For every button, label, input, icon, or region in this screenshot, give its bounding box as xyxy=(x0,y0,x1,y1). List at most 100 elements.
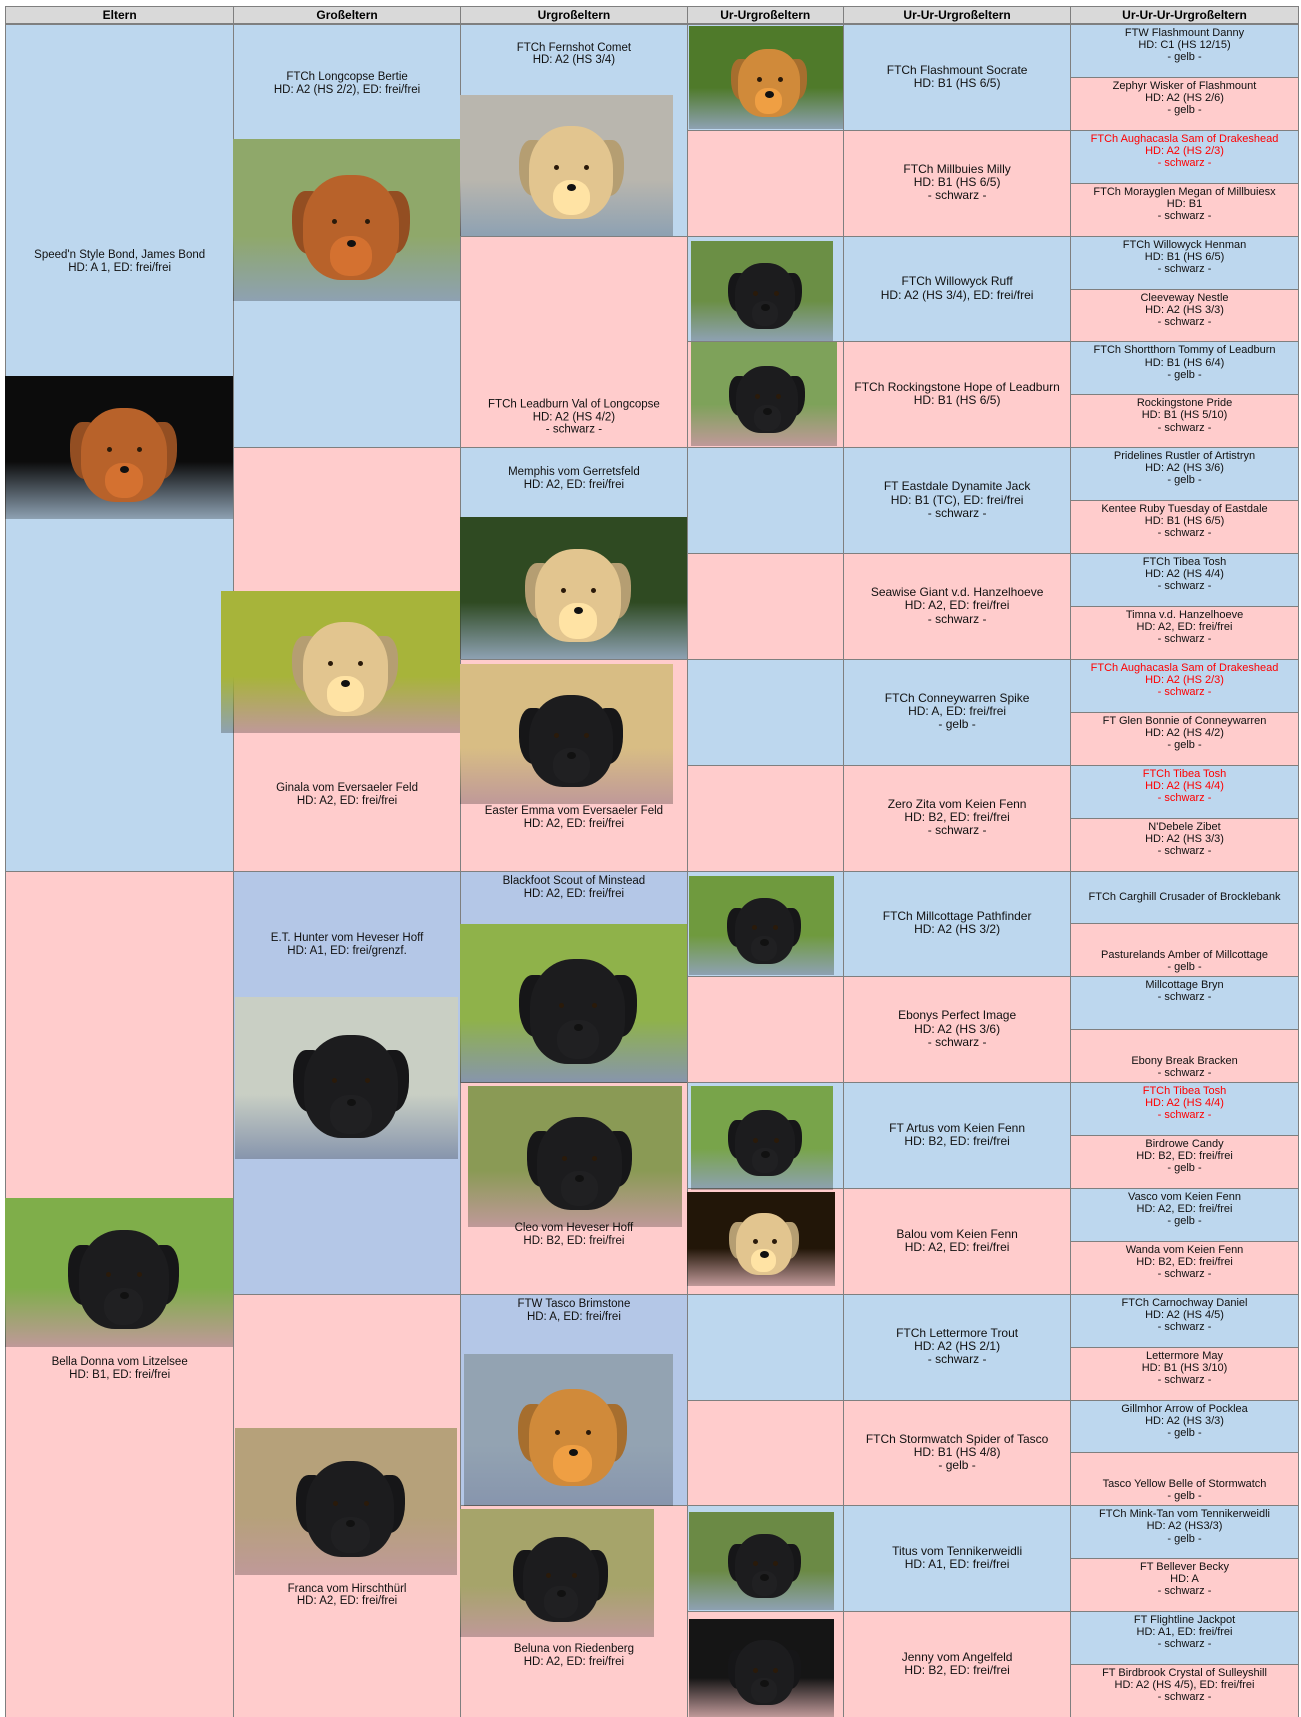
dog-info: - schwarz - xyxy=(1157,209,1212,222)
dog-info: HD: A2 (HS 3/4) xyxy=(532,54,616,67)
dog-name: Blackfoot Scout of Minstead xyxy=(502,875,646,888)
dog-eye xyxy=(558,1002,564,1008)
column-header: Ur-Ur-Urgroßeltern xyxy=(842,6,1072,24)
dog-info: - gelb - xyxy=(1167,1490,1202,1503)
dog-name: Wanda vom Keien Fenn xyxy=(1125,1243,1244,1256)
pedigree-cell xyxy=(1070,1558,1299,1613)
dog-info: HD: A2 (HS3/3) xyxy=(1146,1520,1223,1533)
dog-info: HD: A2, ED: frei/frei xyxy=(1136,621,1233,634)
dog-eye xyxy=(773,1137,779,1143)
dog-name: Beluna von Riedenberg xyxy=(513,1642,635,1655)
dog-nose xyxy=(119,466,129,474)
cell-text: Tasco Yellow Belle of Stormwatch - gelb - xyxy=(1070,1452,1298,1505)
dog-info: HD: B1, ED: frei/frei xyxy=(69,1369,171,1382)
cell-text: Rockingstone Pride HD: B1 (HS 5/10) - schw… xyxy=(1070,394,1298,447)
dog-eye xyxy=(583,165,589,171)
cell-text: FTCh Rockingstone Hope of Leadburn HD: B1… xyxy=(843,341,1071,447)
dog-nose xyxy=(760,1680,770,1688)
pedigree-cell xyxy=(842,129,1072,237)
dog-name: FTCh Lettermore Trout xyxy=(896,1325,1019,1340)
cell-text: Wanda vom Keien Fenn HD: B2, ED: frei/fre… xyxy=(1070,1241,1298,1294)
dog-info: HD: B2, ED: frei/frei xyxy=(1136,1150,1233,1163)
dog-name: Jenny vom Angelfeld xyxy=(901,1649,1013,1664)
dog-name: FTCh Morayglen Megan of Millbuiesx xyxy=(1093,185,1276,198)
dog-info: - schwarz - xyxy=(1157,527,1212,540)
dog-name: FTCh Mink-Tan vom Tennikerweidli xyxy=(1099,1508,1270,1521)
pedigree-cell xyxy=(1070,870,1299,925)
dog-eye xyxy=(752,1137,758,1143)
pedigree-cell xyxy=(1070,76,1299,131)
dog-eye xyxy=(554,733,560,739)
pedigree-cell xyxy=(842,1187,1072,1295)
dog-eye xyxy=(592,1002,598,1008)
dog-info: HD: B2, ED: frei/frei xyxy=(904,810,1010,824)
dog-nose xyxy=(764,90,774,98)
cell-text: Zero Zita vom Keien Fenn HD: B2, ED: frei… xyxy=(843,765,1071,871)
cell-text: Zephyr Wisker of Flashmount HD: A2 (HS 2/… xyxy=(1070,77,1298,130)
cell-text: E.T. Hunter vom Heveser Hoff HD: A1, ED: … xyxy=(233,932,461,958)
cell-text: Vasco vom Keien Fenn HD: A2, ED: frei/fre… xyxy=(1070,1188,1298,1241)
dog-eye xyxy=(332,1078,338,1084)
dog-eye xyxy=(752,1560,758,1566)
dog-eye xyxy=(752,925,758,931)
dog-info: HD: A2 (HS 3/3) xyxy=(1145,1414,1224,1427)
column-header: Ur-Ur-Ur-Urgroßeltern xyxy=(1070,6,1299,24)
dog-info: - schwarz - xyxy=(1157,633,1212,646)
dog-info: HD: B2, ED: frei/frei xyxy=(1136,1255,1233,1268)
pedigree-cell xyxy=(1070,129,1299,184)
dog-name: FTCh Millbuies Milly xyxy=(903,161,1011,176)
dog-nose xyxy=(568,1449,578,1457)
pedigree-cell xyxy=(842,1505,1072,1613)
cell-text: FTCh Willowyck Ruff HD: A2 (HS 3/4), ED: … xyxy=(843,236,1071,342)
cell-text: FTW Flashmount Danny HD: C1 (HS 12/15) - g… xyxy=(1070,24,1298,77)
dog-name: Timna v.d. Hanzelhoeve xyxy=(1125,608,1244,621)
dog-nose xyxy=(347,1098,357,1106)
cell-text: Ebonys Perfect Image HD: A2 (HS 3/6) - sch… xyxy=(843,976,1071,1082)
pedigree-cell xyxy=(1070,605,1299,660)
dog-info: HD: A2 (HS 4/5) xyxy=(1145,1308,1224,1321)
cell-text: Easter Emma vom Eversaeler Feld HD: A2, E… xyxy=(460,805,687,831)
pedigree-cell xyxy=(842,1293,1072,1401)
cell-text: FTCh Tibea Tosh HD: A2 (HS 4/4) - schwarz … xyxy=(1070,1082,1298,1135)
dog-name: FTCh Leadburn Val of Longcopse xyxy=(488,398,660,411)
cell-text: Pasturelands Amber of Millcottage - gelb … xyxy=(1070,923,1298,976)
dog-info: - schwarz - xyxy=(1157,1109,1212,1122)
cell-text: Blackfoot Scout of Minstead HD: A2, ED: f… xyxy=(460,875,687,901)
dog-photo xyxy=(690,240,834,342)
cell-text: FTCh Longcopse Bertie HD: A2 (HS 2/2), ED… xyxy=(233,71,461,97)
dog-info: HD: A, ED: frei/frei xyxy=(908,704,1007,719)
cell-text: Cleeveway Nestle HD: A2 (HS 3/3) - schwarz… xyxy=(1070,289,1298,342)
dog-nose xyxy=(567,183,577,191)
dog-name: Ginala vom Eversaeler Feld xyxy=(276,782,418,795)
dog-info: - gelb - xyxy=(1167,738,1202,751)
pedigree-cell xyxy=(1070,1664,1299,1717)
dog-name: FTCh Aughacasla Sam of Drakeshead xyxy=(1090,132,1279,145)
dog-photo xyxy=(5,1197,233,1348)
dog-name: FTCh Tibea Tosh xyxy=(1142,556,1227,569)
dog-info: - schwarz - xyxy=(1157,1585,1212,1598)
dog-info: HD: B1 (HS 6/5) xyxy=(913,393,1001,408)
dog-name: E.T. Hunter vom Heveser Hoff xyxy=(270,931,424,944)
dog-name: Ebony Break Bracken xyxy=(1131,1054,1238,1067)
dog-photo xyxy=(235,1428,457,1575)
dog-info: - schwarz - xyxy=(1157,315,1212,328)
cell-text: FTCh Conneywarren Spike HD: A, ED: frei/f… xyxy=(843,659,1071,765)
pedigree-cell xyxy=(1070,447,1299,502)
cell-text: FT Artus vom Keien Fenn HD: B2, ED: frei/… xyxy=(843,1082,1071,1188)
dog-info: HD: A2 (HS 3/3) xyxy=(1145,832,1224,845)
cell-text: FTCh Willowyck Henman HD: B1 (HS 6/5) - sc… xyxy=(1070,236,1298,289)
cell-text: Millcottage Bryn - schwarz - xyxy=(1070,976,1298,1029)
pedigree-cell xyxy=(686,658,844,766)
pedigree-cell xyxy=(686,976,844,1084)
dog-info: HD: B1 (HS 6/5) xyxy=(913,75,1001,90)
dog-eye xyxy=(592,1156,598,1162)
dog-info: HD: A 1, ED: frei/frei xyxy=(68,262,172,275)
cell-text: FTCh Shortthorn Tommy of Leadburn HD: B1 … xyxy=(1070,341,1298,394)
dog-name: FTCh Flashmount Socrate xyxy=(886,62,1028,77)
dog-info: HD: A2 (HS 4/2) xyxy=(532,411,616,424)
dog-eye xyxy=(555,1429,561,1435)
dog-eye xyxy=(752,1238,758,1244)
pedigree-cell xyxy=(1070,1187,1299,1242)
dog-info: HD: A2 (HS 3/3) xyxy=(1145,303,1224,316)
pedigree-cell xyxy=(686,553,844,660)
